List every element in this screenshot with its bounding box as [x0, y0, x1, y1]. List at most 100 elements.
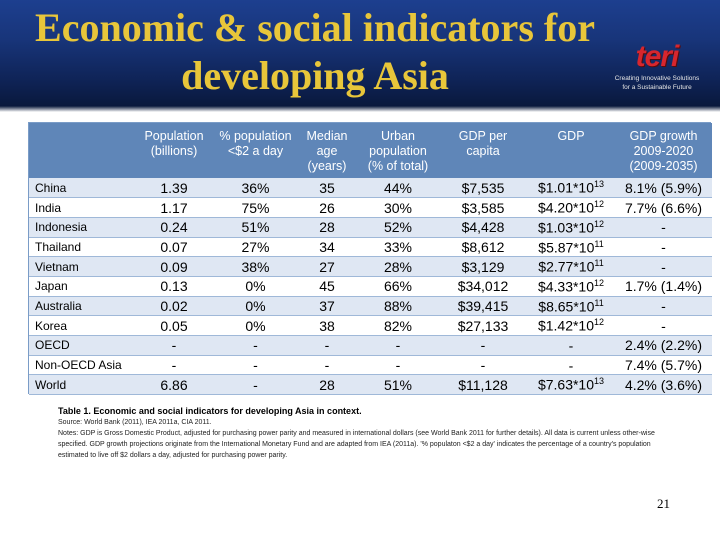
cell-gdp-growth: 7.7% (6.6%) [615, 197, 712, 218]
gdp-base: - [568, 337, 574, 354]
cell-gdp-per-capita: - [439, 335, 527, 356]
cell-gdp-per-capita: $27,133 [439, 315, 527, 336]
cell-gdp-growth: 4.2% (3.6%) [615, 374, 712, 396]
table-row: China 1.39 36% 35 44% $7,535 $1.01*1013 8.1% (5… [29, 178, 712, 199]
cell-gdp-growth: - [615, 256, 712, 277]
cell-urban: 52% [357, 217, 439, 238]
page-number: 21 [657, 496, 670, 511]
gdp-exponent: 11 [594, 258, 604, 269]
cell-country: Thailand [29, 237, 134, 258]
cell-country: Non-OECD Asia [29, 355, 134, 376]
cell-median-age: 28 [297, 217, 357, 238]
cell-country: India [29, 197, 134, 218]
cell-gdp-per-capita: $39,415 [439, 296, 527, 317]
cell-gdp-per-capita: $4,428 [439, 217, 527, 238]
cell-country: China [29, 178, 134, 199]
table-row: Australia 0.02 0% 37 88% $39,415 $8.65*1011- [29, 296, 712, 317]
cell-gdp: - [527, 335, 615, 356]
cell-median-age: 27 [297, 256, 357, 277]
cell-gdp-per-capita: $7,535 [439, 178, 527, 199]
cell-population: 0.05 [134, 315, 214, 336]
cell-urban: 51% [357, 374, 439, 396]
cell-median-age: 35 [297, 178, 357, 199]
teri-logo-wordmark: teri [635, 40, 680, 73]
cell-gdp: $5.87*1011 [527, 237, 615, 258]
cell-gdp-growth: 7.4% (5.7%) [615, 355, 712, 376]
cell-median-age: 28 [297, 374, 357, 396]
teri-logo-tagline-2: for a Sustainable Future [622, 84, 692, 91]
table-row: India 1.17 75% 26 30% $3,585 $4.20*1012 7.7% (6… [29, 197, 712, 218]
cell-gdp-growth: 1.7% (1.4%) [615, 276, 712, 297]
teri-logo: teri Creating Innovative Solutions for a… [598, 40, 716, 106]
cell-country: OECD [29, 335, 134, 356]
cell-gdp: $1.42*1012 [527, 315, 615, 336]
table-row: Japan 0.13 0% 45 66% $34,012 $4.33*1012 1.7% (1… [29, 276, 712, 297]
slide-title-line-2: developing Asia [181, 53, 449, 98]
column-header-urban: Urban population (% of total) [367, 129, 429, 173]
cell-pct-under-2: 0% [214, 296, 297, 317]
gdp-exponent: 11 [594, 238, 604, 249]
gdp-base: $1.03*10 [537, 219, 595, 236]
table-row: Non-OECD Asia - - - - - -7.4% (5.7%) [29, 355, 712, 376]
cell-median-age: 26 [297, 197, 357, 218]
caption-notes: Notes: GDP is Gross Domestic Product, ad… [58, 430, 655, 459]
cell-urban: 88% [357, 296, 439, 317]
cell-median-age: 38 [297, 315, 357, 336]
cell-urban: 66% [357, 276, 439, 297]
cell-pct-under-2: - [214, 335, 297, 356]
cell-pct-under-2: 0% [214, 315, 297, 336]
cell-country: World [29, 374, 134, 396]
cell-urban: 82% [357, 315, 439, 336]
slide-header: Economic & social indicators for develop… [0, 0, 720, 112]
cell-gdp: $8.65*1011 [527, 296, 615, 317]
caption-title: Table 1. Economic and social indicators … [58, 406, 362, 416]
cell-pct-under-2: 0% [214, 276, 297, 297]
cell-population: 0.02 [134, 296, 214, 317]
gdp-base: $7.63*10 [537, 377, 595, 394]
cell-population: 1.17 [134, 197, 214, 218]
table-caption: Table 1. Economic and social indicators … [58, 405, 658, 461]
cell-urban: - [357, 335, 439, 356]
cell-gdp: - [527, 355, 615, 376]
cell-gdp: $1.01*1013 [527, 178, 615, 199]
column-header-gdp-growth: GDP growth 2009-2020 (2009-2035) [629, 129, 698, 173]
slide-title-line-1: Economic & social indicators for [35, 5, 595, 50]
cell-gdp-growth: - [615, 217, 712, 238]
cell-gdp-per-capita: - [439, 355, 527, 376]
cell-median-age: 34 [297, 237, 357, 258]
gdp-exponent: 12 [594, 277, 605, 288]
cell-pct-under-2: 27% [214, 237, 297, 258]
column-header-pct-under-2: % population <$2 a day [219, 129, 292, 158]
cell-pct-under-2: 36% [214, 178, 297, 199]
cell-gdp-growth: 2.4% (2.2%) [615, 335, 712, 356]
cell-country: Vietnam [29, 256, 134, 277]
gdp-base: $2.77*10 [538, 258, 595, 275]
gdp-exponent: 12 [594, 218, 605, 229]
cell-population: 1.39 [134, 178, 214, 199]
cell-median-age: - [297, 335, 357, 356]
cell-country: Korea [29, 315, 134, 336]
cell-gdp-per-capita: $8,612 [439, 237, 527, 258]
gdp-base: $1.01*10 [537, 179, 595, 196]
caption-source: Source: World Bank (2011), IEA 2011a, CI… [58, 419, 212, 426]
gdp-exponent: 11 [594, 297, 604, 308]
column-header-population: Population (billions) [144, 129, 204, 158]
cell-country: Australia [29, 296, 134, 317]
cell-population: 0.24 [134, 217, 214, 238]
cell-gdp-per-capita: $3,585 [439, 197, 527, 218]
cell-urban: 44% [357, 178, 439, 199]
cell-pct-under-2: - [214, 374, 297, 396]
cell-population: - [134, 355, 214, 376]
cell-median-age: 37 [297, 296, 357, 317]
cell-gdp-growth: 8.1% (5.9%) [615, 178, 712, 199]
cell-gdp: $1.03*1012 [527, 217, 615, 238]
cell-population: 0.07 [134, 237, 214, 258]
cell-urban: 33% [357, 237, 439, 258]
cell-gdp-per-capita: $11,128 [439, 374, 527, 396]
cell-population: 0.13 [134, 276, 214, 297]
cell-gdp-per-capita: $34,012 [439, 276, 527, 297]
gdp-base: $8.65*10 [538, 298, 595, 315]
table-row: Thailand 0.07 27% 34 33% $8,612 $5.87*1011- [29, 237, 712, 258]
cell-gdp: $4.33*1012 [527, 276, 615, 297]
table-row: OECD - - - - - -2.4% (2.2%) [29, 335, 712, 356]
